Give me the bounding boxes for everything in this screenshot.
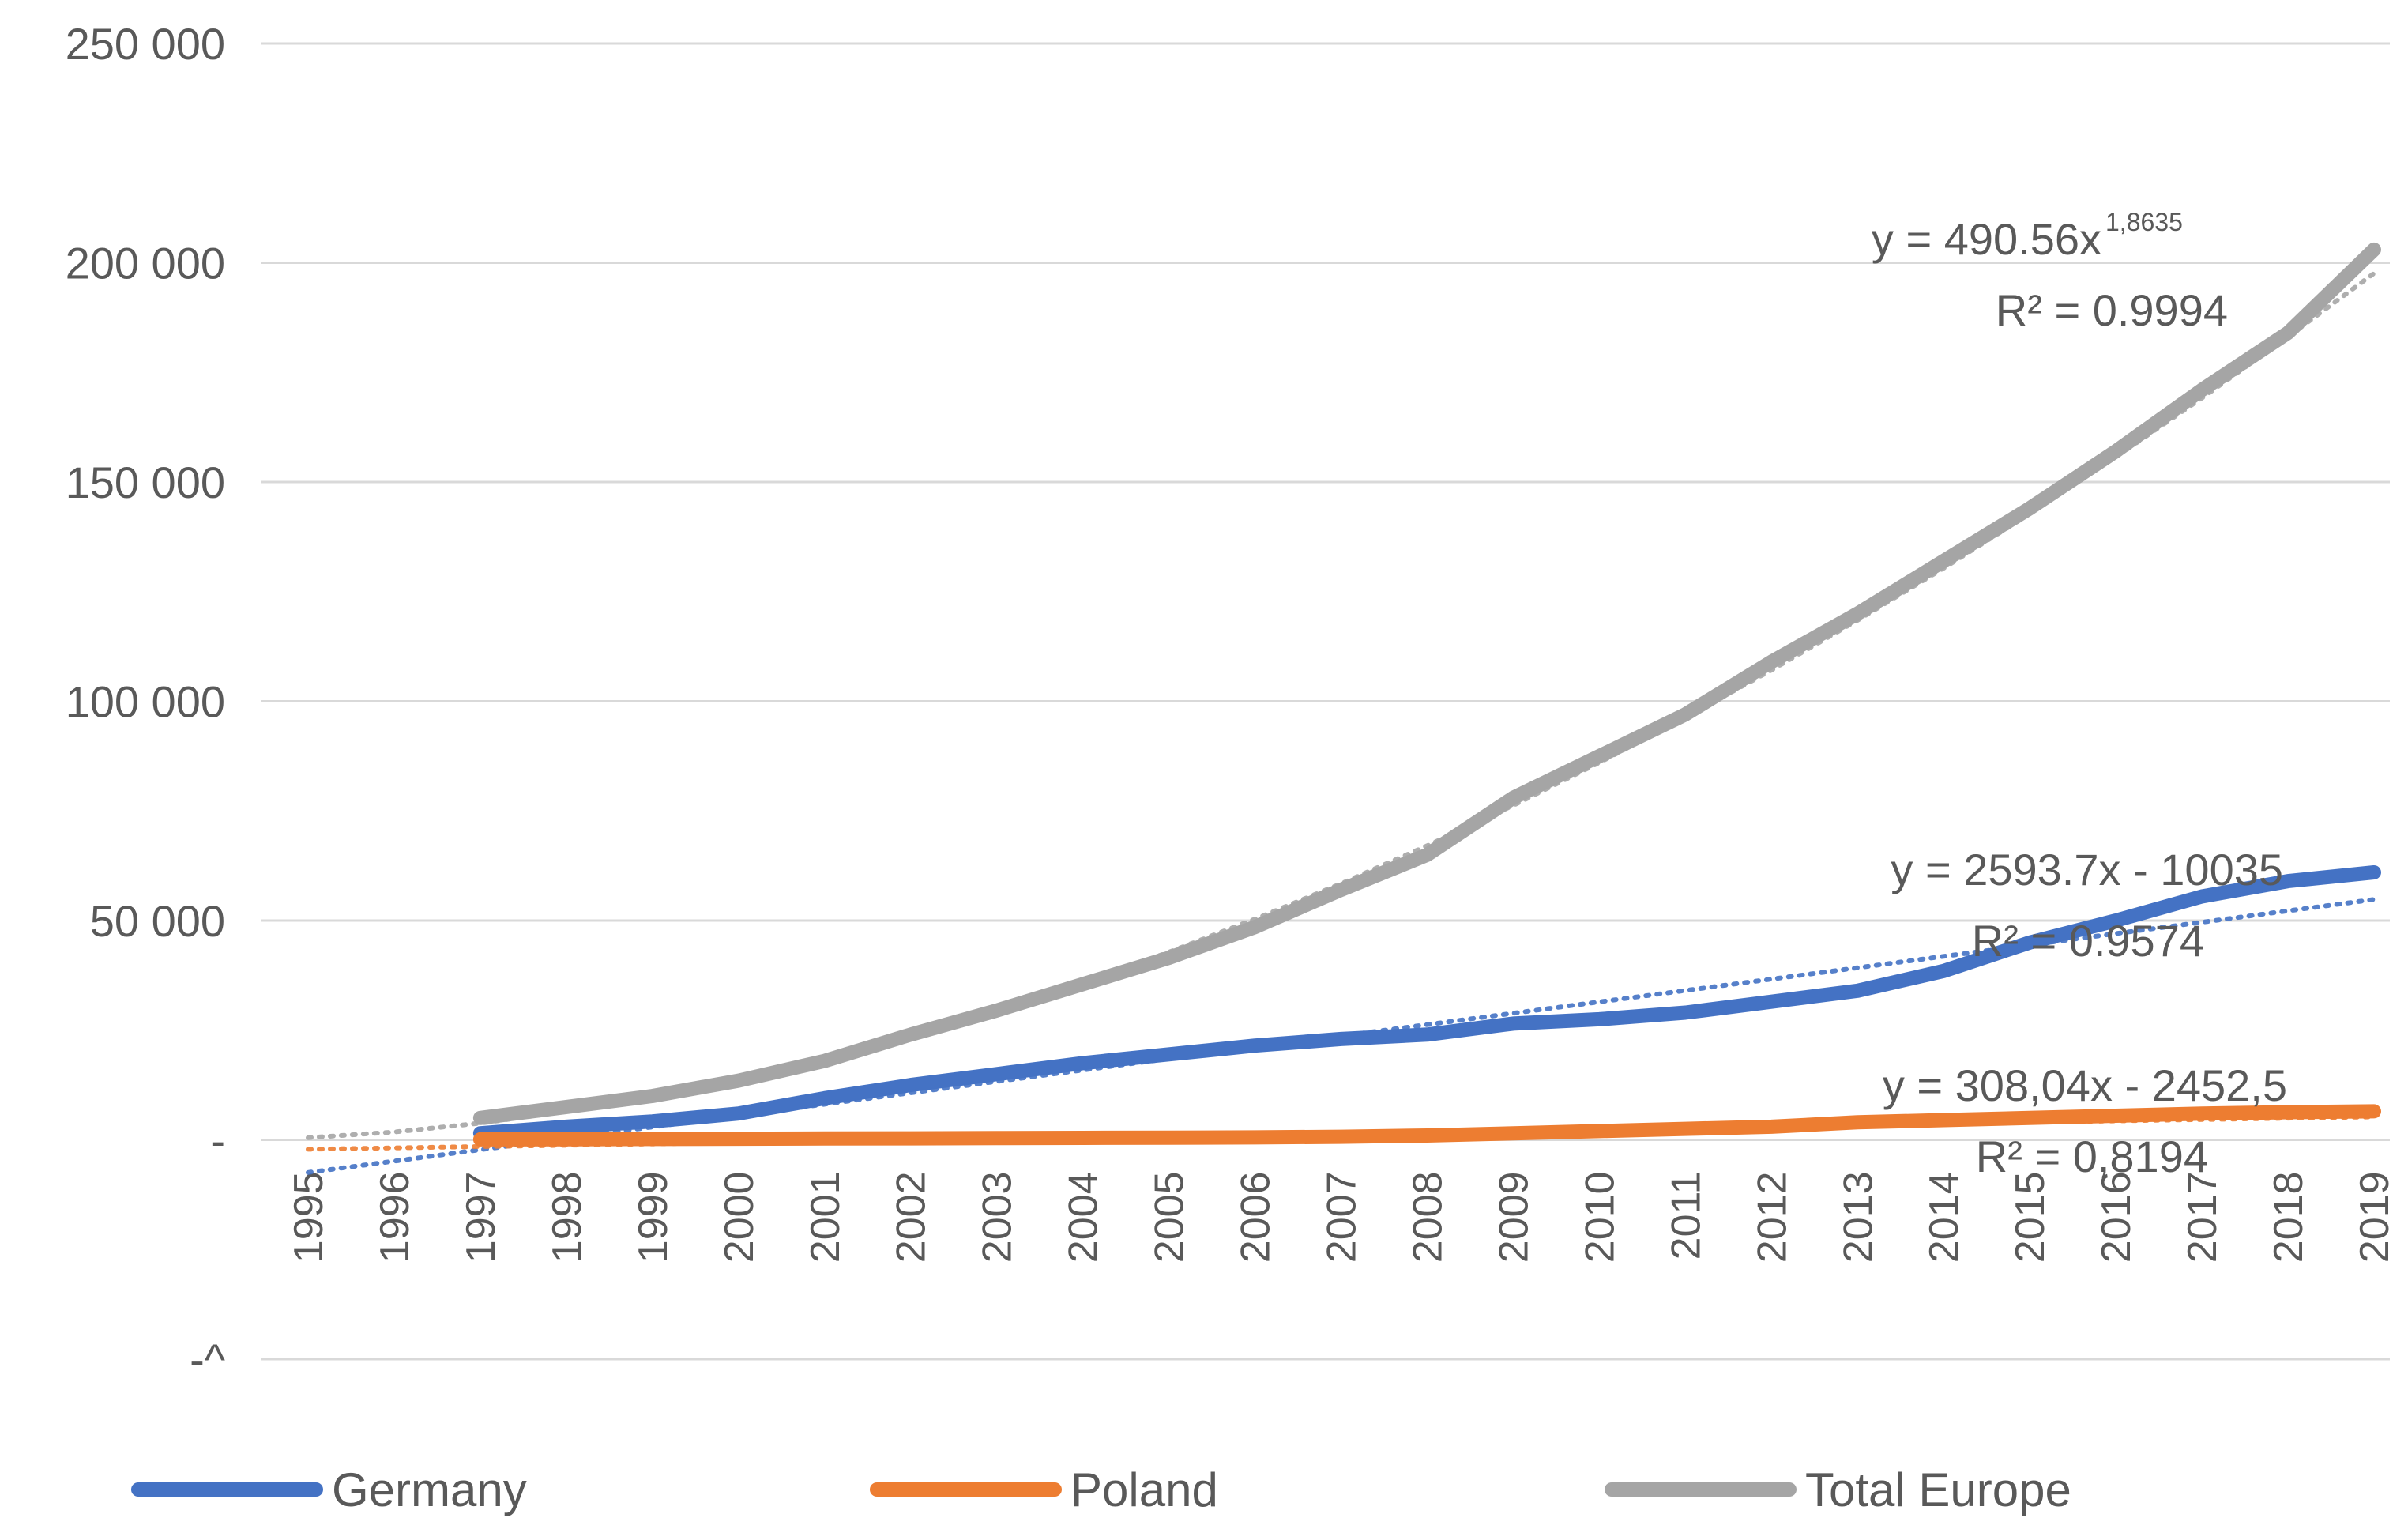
x-tick-label: 1996 (372, 1172, 418, 1263)
x-tick-label: 1995 (286, 1172, 332, 1263)
trend-equation: y = 490.56x (1872, 214, 2101, 264)
x-tick-label: 2017 (2180, 1172, 2226, 1263)
x-tick-label: 2018 (2266, 1172, 2312, 1263)
x-tick-label: 2002 (889, 1172, 935, 1263)
series-line (472, 242, 2381, 1125)
y-tick-label: 150 000 (66, 458, 225, 507)
y-tick-label: 250 000 (66, 19, 225, 69)
x-tick-label: 2016 (2094, 1172, 2139, 1263)
series-lines (472, 242, 2381, 1147)
x-tick-label: 2011 (1663, 1172, 1709, 1260)
legend-label: Total Europe (1805, 1463, 2071, 1516)
x-tick-label: 2015 (2007, 1172, 2053, 1263)
series-line (472, 1104, 2381, 1147)
y-tick-label: 100 000 (66, 677, 225, 727)
x-tick-label: 1997 (458, 1172, 504, 1263)
trend-exponent: 1,8635 (2105, 208, 2183, 236)
trend-equations: y = 2593.7x - 10035 R² = 0.9574 y = 308,04… (1872, 208, 2287, 1181)
y-tick-label: -^ (190, 1335, 225, 1384)
x-tick-label: 1999 (630, 1172, 676, 1263)
x-tick-label: 2006 (1233, 1172, 1279, 1263)
y-tick-label: - (210, 1116, 225, 1166)
legend: Germany Poland Total Europe (131, 1463, 2071, 1516)
x-tick-label: 2007 (1319, 1172, 1365, 1263)
x-axis-ticks: 1995 1996 1997 1998 1999 2000 2001 2002 2003 2004… (286, 1171, 2398, 1263)
legend-label: Germany (332, 1463, 527, 1516)
x-tick-label: 2008 (1405, 1172, 1450, 1263)
x-tick-label: 2013 (1835, 1172, 1881, 1263)
x-tick-label: 2003 (975, 1172, 1021, 1263)
trend-equation: y = 308,04x - 2452,5 (1883, 1060, 2287, 1110)
x-tick-label: 2012 (1749, 1172, 1795, 1263)
y-tick-label: 50 000 (90, 896, 225, 946)
y-axis-ticks: 250 000 200 000 150 000 100 000 50 000 - -^ (66, 19, 225, 1384)
x-tick-label: 2005 (1147, 1172, 1193, 1263)
trend-equation: y = 2593.7x - 10035 (1891, 845, 2283, 894)
trend-r-squared: R² = 0.9994 (1996, 285, 2228, 335)
x-tick-label: 2001 (803, 1172, 848, 1263)
trend-r-squared: R² = 0.9574 (1972, 916, 2204, 966)
series-line (472, 865, 2381, 1141)
x-tick-label: 2004 (1061, 1172, 1107, 1263)
x-tick-label: 2010 (1577, 1172, 1623, 1263)
x-tick-label: 1998 (544, 1172, 590, 1263)
x-tick-label: 2009 (1491, 1171, 1537, 1263)
x-tick-label: 2000 (717, 1172, 762, 1263)
x-tick-label: 2019 (2352, 1172, 2398, 1263)
y-tick-label: 200 000 (66, 239, 225, 288)
trend-r-squared: R² = 0,8194 (1976, 1132, 2208, 1181)
trendline (306, 270, 2376, 1140)
x-tick-label: 2014 (1921, 1172, 1967, 1263)
legend-label: Poland (1070, 1463, 1218, 1516)
